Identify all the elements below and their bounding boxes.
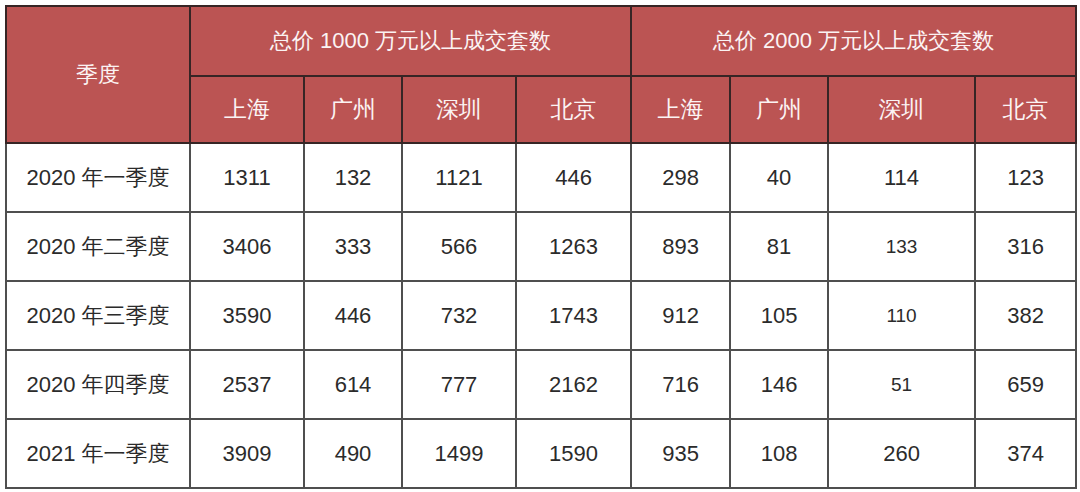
value-cell: 81 [730, 212, 828, 281]
value-cell: 114 [828, 143, 975, 212]
corner-header-quarter: 季度 [6, 6, 190, 143]
value-cell: 1263 [516, 212, 631, 281]
table-row: 2020 年四季度2537614777216271614651659 [6, 350, 1076, 419]
quarter-cell: 2020 年三季度 [6, 281, 190, 350]
value-cell: 298 [631, 143, 730, 212]
quarter-cell: 2020 年二季度 [6, 212, 190, 281]
value-cell: 1311 [190, 143, 304, 212]
value-cell: 2162 [516, 350, 631, 419]
value-cell: 1743 [516, 281, 631, 350]
value-cell: 2537 [190, 350, 304, 419]
value-cell: 1499 [402, 419, 516, 488]
value-cell: 133 [828, 212, 975, 281]
value-cell: 566 [402, 212, 516, 281]
value-cell: 40 [730, 143, 828, 212]
group-header-over-1000w: 总价 1000 万元以上成交套数 [190, 6, 631, 76]
city-header-shanghai-1: 上海 [190, 76, 304, 143]
value-cell: 132 [304, 143, 402, 212]
value-cell: 732 [402, 281, 516, 350]
table-figure: 季度 总价 1000 万元以上成交套数 总价 2000 万元以上成交套数 上海 … [0, 0, 1080, 489]
city-header-guangzhou-2: 广州 [730, 76, 828, 143]
value-cell: 260 [828, 419, 975, 488]
value-cell: 893 [631, 212, 730, 281]
value-cell: 110 [828, 281, 975, 350]
value-cell: 374 [975, 419, 1076, 488]
value-cell: 3909 [190, 419, 304, 488]
housing-transactions-table: 季度 总价 1000 万元以上成交套数 总价 2000 万元以上成交套数 上海 … [5, 5, 1077, 489]
value-cell: 1590 [516, 419, 631, 488]
value-cell: 777 [402, 350, 516, 419]
table-row: 2020 年二季度3406333566126389381133316 [6, 212, 1076, 281]
value-cell: 3590 [190, 281, 304, 350]
quarter-cell: 2020 年四季度 [6, 350, 190, 419]
group-header-over-2000w: 总价 2000 万元以上成交套数 [631, 6, 1076, 76]
value-cell: 1121 [402, 143, 516, 212]
value-cell: 51 [828, 350, 975, 419]
value-cell: 108 [730, 419, 828, 488]
header-row-groups: 季度 总价 1000 万元以上成交套数 总价 2000 万元以上成交套数 [6, 6, 1076, 76]
city-header-shenzhen-2: 深圳 [828, 76, 975, 143]
table-body: 2020 年一季度13111321121446298401141232020 年… [6, 143, 1076, 488]
city-header-shanghai-2: 上海 [631, 76, 730, 143]
quarter-cell: 2020 年一季度 [6, 143, 190, 212]
quarter-cell: 2021 年一季度 [6, 419, 190, 488]
value-cell: 146 [730, 350, 828, 419]
city-header-guangzhou-1: 广州 [304, 76, 402, 143]
table-row: 2021 年一季度390949014991590935108260374 [6, 419, 1076, 488]
value-cell: 490 [304, 419, 402, 488]
table-row: 2020 年一季度1311132112144629840114123 [6, 143, 1076, 212]
value-cell: 446 [304, 281, 402, 350]
city-header-beijing-2: 北京 [975, 76, 1076, 143]
value-cell: 935 [631, 419, 730, 488]
value-cell: 123 [975, 143, 1076, 212]
value-cell: 382 [975, 281, 1076, 350]
value-cell: 659 [975, 350, 1076, 419]
value-cell: 716 [631, 350, 730, 419]
value-cell: 446 [516, 143, 631, 212]
table-row: 2020 年三季度35904467321743912105110382 [6, 281, 1076, 350]
city-header-beijing-1: 北京 [516, 76, 631, 143]
value-cell: 105 [730, 281, 828, 350]
value-cell: 3406 [190, 212, 304, 281]
city-header-shenzhen-1: 深圳 [402, 76, 516, 143]
value-cell: 333 [304, 212, 402, 281]
value-cell: 614 [304, 350, 402, 419]
value-cell: 912 [631, 281, 730, 350]
value-cell: 316 [975, 212, 1076, 281]
